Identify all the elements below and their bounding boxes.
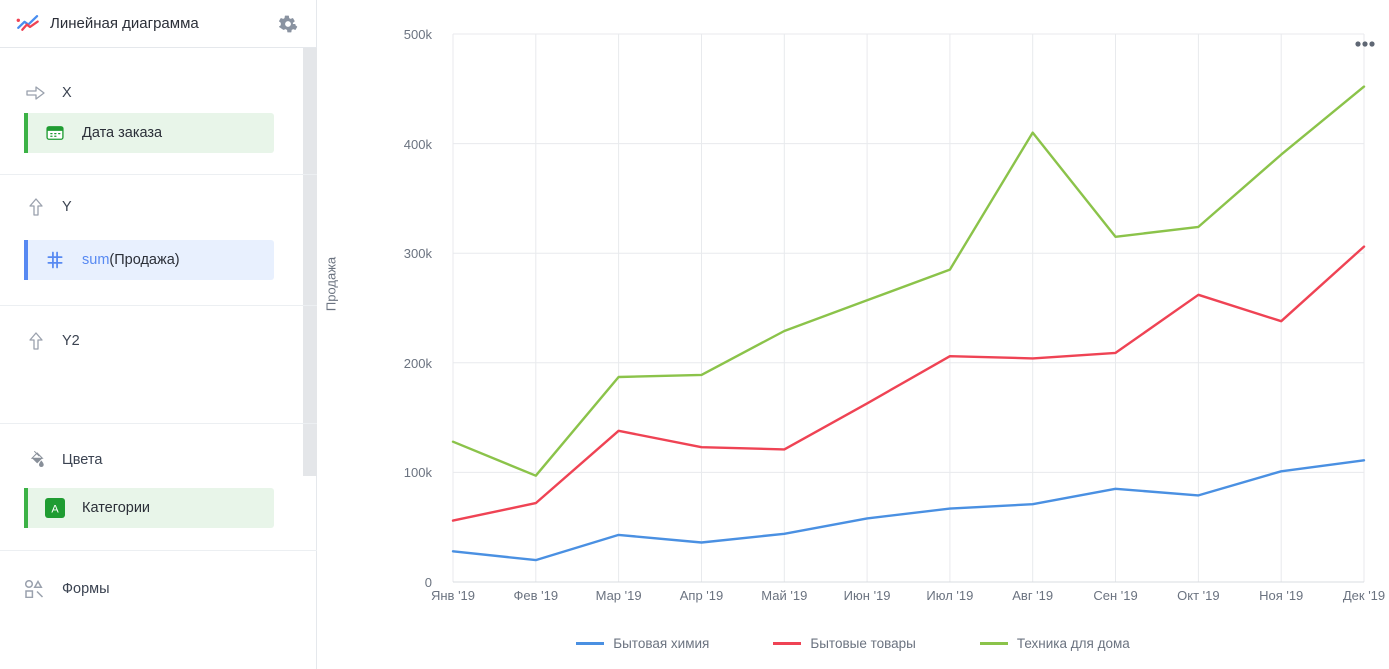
svg-text:A: A <box>51 504 59 516</box>
